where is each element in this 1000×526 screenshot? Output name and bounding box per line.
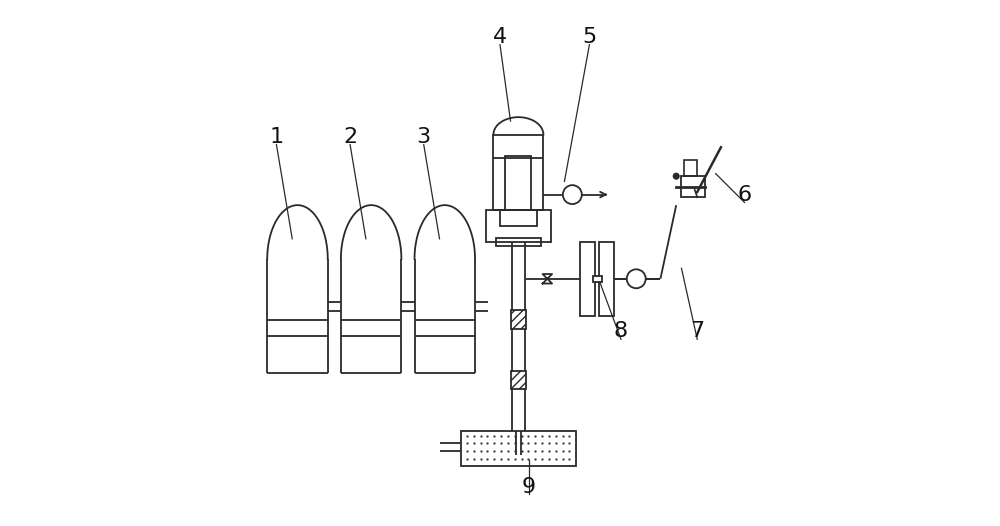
Bar — [461, 431, 576, 466]
Bar — [511, 371, 526, 389]
Text: 5: 5 — [582, 27, 597, 47]
Bar — [599, 242, 614, 316]
Circle shape — [674, 174, 679, 179]
Circle shape — [563, 185, 582, 204]
Bar — [493, 135, 543, 210]
Text: 1: 1 — [269, 127, 284, 147]
Text: 8: 8 — [614, 321, 628, 341]
Text: 7: 7 — [690, 321, 704, 341]
Bar — [593, 276, 602, 282]
Bar — [580, 242, 595, 316]
Bar — [511, 310, 526, 329]
Text: 4: 4 — [493, 27, 507, 47]
Bar — [505, 156, 531, 210]
Bar — [500, 210, 537, 226]
Text: 9: 9 — [522, 477, 536, 497]
Text: 3: 3 — [417, 127, 431, 147]
Bar — [486, 210, 551, 242]
Text: 6: 6 — [738, 185, 752, 205]
Circle shape — [627, 269, 646, 288]
Bar — [496, 238, 541, 246]
Bar — [681, 176, 705, 197]
Bar — [684, 160, 697, 176]
Text: 2: 2 — [343, 127, 357, 147]
